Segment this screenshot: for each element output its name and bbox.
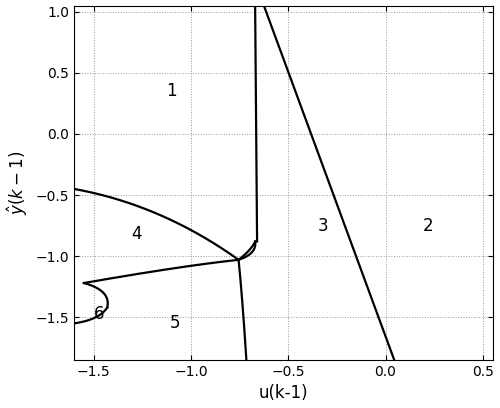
Text: 4: 4 [131, 225, 141, 243]
Text: 6: 6 [94, 305, 104, 323]
Text: 3: 3 [318, 217, 328, 235]
Text: 1: 1 [166, 82, 177, 100]
Text: 5: 5 [170, 315, 180, 333]
X-axis label: u(k-1): u(k-1) [258, 384, 308, 402]
Y-axis label: $\hat{y}(k-1)$: $\hat{y}(k-1)$ [6, 151, 30, 215]
Text: 2: 2 [423, 217, 434, 235]
